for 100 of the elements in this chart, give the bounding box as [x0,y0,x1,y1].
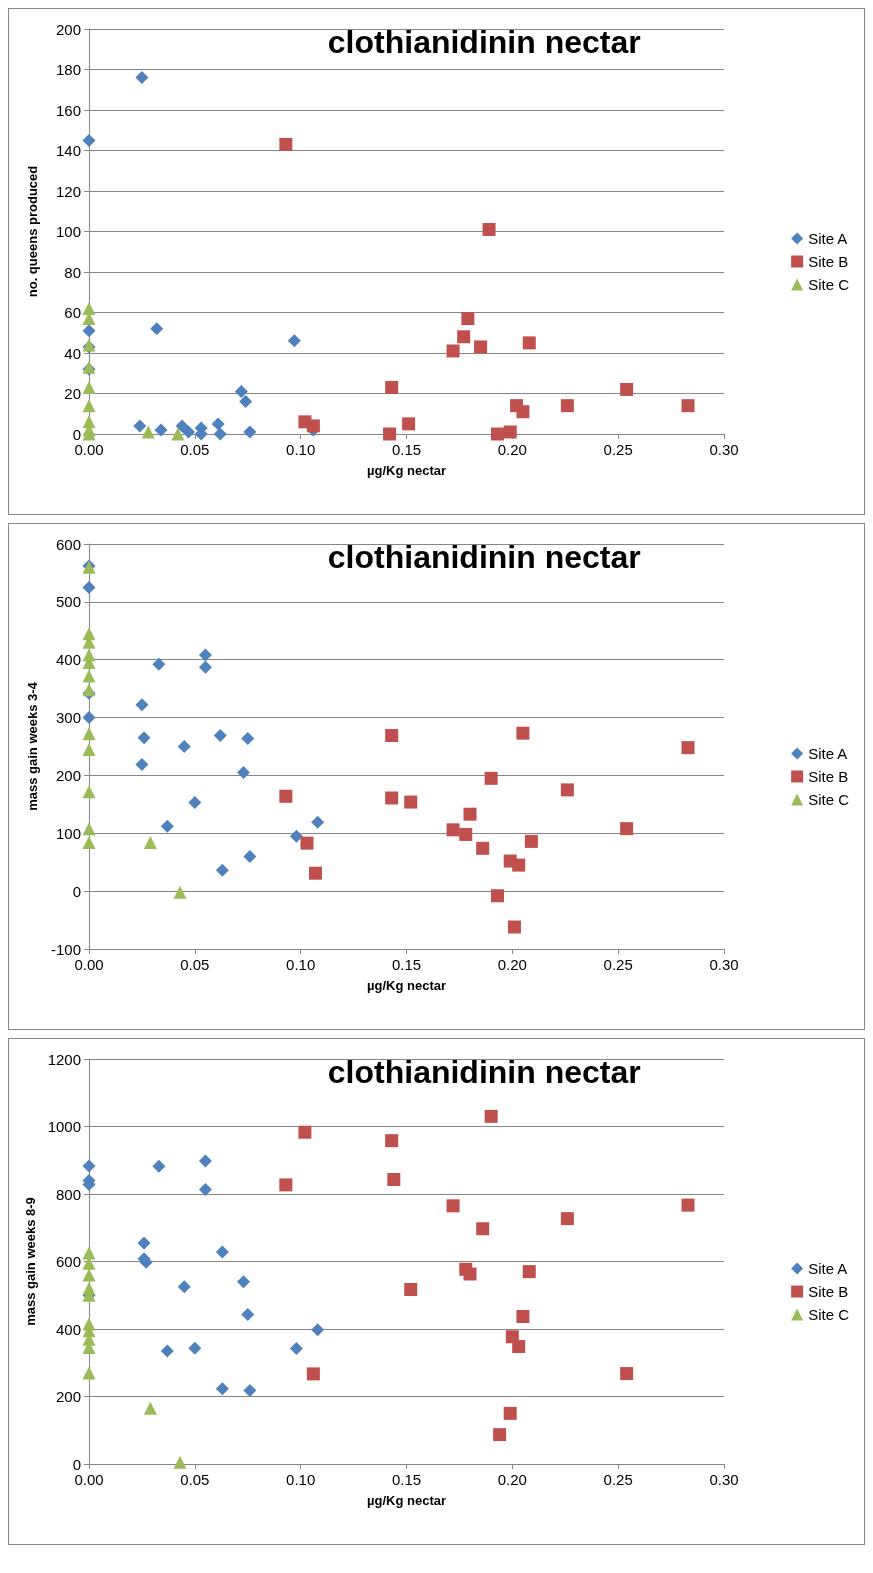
x-tick-label: 0.05 [180,1471,210,1488]
point [213,729,227,743]
y-axis-title: mass gain weeks 8-9 [22,1197,38,1326]
point [82,133,96,147]
point [135,71,149,85]
point [476,841,490,855]
point [215,863,229,877]
point [493,1428,507,1442]
x-tick-label: 0.10 [286,1471,316,1488]
x-tick-label: 0.00 [74,441,104,458]
x-tick-label: 0.25 [603,1471,633,1488]
point [175,419,189,433]
point [82,1268,96,1282]
y-tick-label: -100 [50,940,81,958]
point [211,417,225,431]
point [306,419,320,433]
legend-label: Site B [808,768,849,785]
legend-label: Site C [808,1306,850,1323]
point [404,1283,418,1297]
y-tick-label: 100 [55,824,81,842]
point [311,815,325,829]
point [82,380,96,394]
y-tick-label: 180 [55,61,81,78]
y-tick-label: 80 [64,263,81,281]
point [82,1246,96,1260]
y-tick-label: 200 [55,20,81,38]
point [503,425,517,439]
point [279,1178,293,1192]
x-axis-title: µg/Kg nectar [366,463,447,478]
point [620,822,634,836]
legend-label: Site B [808,253,849,270]
point [82,669,96,683]
point [385,791,399,805]
y-tick-label: 1000 [47,1118,81,1135]
chart-title: clothianidinin nectar [327,539,641,575]
y-tick-label: 0 [72,882,81,900]
y-tick-label: 400 [55,651,81,669]
point [173,1455,187,1469]
point [152,1159,166,1173]
point [135,757,149,771]
point [491,427,505,441]
y-tick-label: 60 [64,304,81,321]
y-axis-title: no. queens produced [25,165,40,298]
point [457,330,471,344]
y-axis-title: mass gain weeks 3-4 [25,681,40,811]
point [503,1406,517,1420]
x-tick-label: 0.15 [391,956,422,973]
y-tick-label: 600 [55,1253,81,1270]
point [404,795,418,809]
x-axis-title: µg/Kg nectar [366,1493,447,1508]
point [143,1401,157,1415]
point [198,660,212,674]
chart-title: clothianidinin nectar [327,1054,641,1090]
point [234,384,248,398]
point [289,829,303,843]
point [239,395,253,409]
point [243,425,257,439]
point [237,766,251,780]
point [215,1245,229,1259]
point [82,727,96,741]
point [507,920,521,934]
y-tick-label: 300 [55,709,81,727]
x-tick-label: 0.30 [709,956,739,973]
point [463,807,477,821]
point [82,836,96,850]
point [198,648,212,662]
point [311,1323,325,1337]
y-tick-label: 200 [55,766,81,784]
point [160,1344,174,1358]
point [289,1342,303,1356]
point [446,1199,460,1213]
point [82,822,96,836]
y-tick-label: 200 [55,1388,81,1405]
point [82,1159,96,1173]
legend-label: Site C [808,276,850,293]
point [620,1367,634,1381]
x-tick-label: 0.15 [391,1471,422,1488]
x-tick-label: 0.20 [497,441,527,458]
point [135,698,149,712]
point [171,427,185,441]
y-tick-label: 40 [64,344,81,362]
point [522,336,536,350]
point [198,1154,212,1168]
point [152,657,166,671]
point [385,1134,399,1148]
legend-label: Site C [808,791,850,808]
point [476,1222,490,1236]
point [491,889,505,903]
y-tick-label: 20 [64,385,81,402]
x-axis-title: µg/Kg nectar [366,978,447,993]
point [387,1172,401,1186]
x-tick-label: 0.20 [497,1471,527,1488]
y-tick-label: 100 [55,223,81,240]
x-tick-label: 0.10 [286,956,316,973]
point [213,427,227,441]
point [82,1366,96,1380]
x-tick-label: 0.25 [603,956,633,973]
x-tick-label: 0.05 [180,441,210,458]
point [306,1367,320,1381]
point [160,819,174,833]
